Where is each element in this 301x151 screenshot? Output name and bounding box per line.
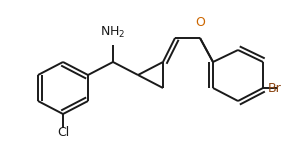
Text: Br: Br xyxy=(268,82,282,95)
Text: $\mathregular{NH_2}$: $\mathregular{NH_2}$ xyxy=(100,24,126,40)
Text: Cl: Cl xyxy=(57,125,69,138)
Text: O: O xyxy=(195,16,205,29)
